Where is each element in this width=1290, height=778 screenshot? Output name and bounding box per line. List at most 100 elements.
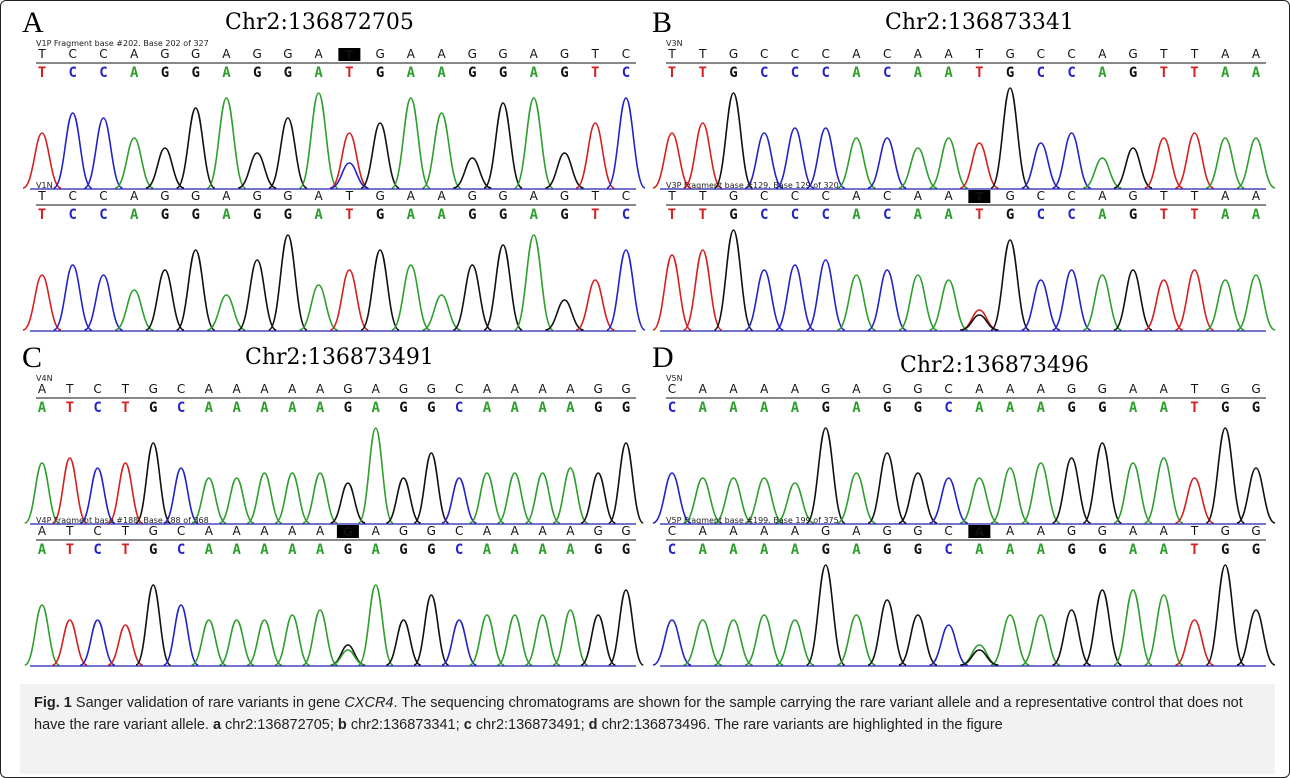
peak [1205, 564, 1246, 666]
top-base-letter: A [538, 382, 547, 396]
peak [867, 137, 907, 189]
peak [357, 427, 394, 524]
top-base-letter: A [316, 524, 325, 538]
top-base-letter: G [149, 524, 158, 538]
base-call: A [538, 400, 547, 416]
peak [79, 619, 116, 666]
caption-key-b: b [337, 717, 347, 733]
base-call: G [149, 542, 157, 558]
top-base-letter: A [222, 189, 231, 203]
base-call: A [314, 65, 323, 81]
peak [744, 477, 784, 524]
top-base-letter: G [594, 524, 603, 538]
base-call: T [1160, 65, 1168, 81]
base-call: A [407, 207, 416, 223]
peak [391, 264, 431, 331]
peak [360, 122, 400, 189]
top-base-letter: G [1005, 47, 1014, 61]
peak [237, 259, 277, 331]
base-call: T [1160, 207, 1168, 223]
peak [163, 467, 199, 524]
base-call: A [288, 400, 297, 416]
base-call: C [455, 400, 463, 416]
peak [929, 279, 969, 331]
top-base-letter: A [511, 382, 520, 396]
peak [452, 264, 492, 331]
top-base-letter: G [253, 47, 262, 61]
peak [1021, 462, 1061, 524]
base-call: G [499, 65, 507, 81]
peak [1021, 142, 1061, 189]
top-base-letter: A [205, 524, 214, 538]
base-call: G [1252, 542, 1260, 558]
base-call: G [191, 207, 199, 223]
base-call: A [1221, 207, 1230, 223]
base-call: C [760, 65, 768, 81]
trace-1: V1P Fragment base #202. Base 202 of 327T… [22, 39, 646, 190]
top-base-letter: A [945, 189, 954, 203]
base-call: A [314, 207, 323, 223]
base-call: A [944, 207, 953, 223]
base-call: G [284, 207, 292, 223]
peak [1144, 457, 1184, 524]
trace-2: V3P Fragment base #129. Base 129 of 320T… [652, 181, 1276, 332]
top-base-letter: C [177, 382, 185, 396]
top-base-letter: A [1037, 524, 1046, 538]
top-base-letter: G [1067, 524, 1076, 538]
base-call: A [260, 542, 269, 558]
top-base-letter: T [65, 524, 74, 538]
top-base-letter: A [38, 524, 47, 538]
base-call: T [38, 207, 46, 223]
peak [51, 457, 88, 524]
peak [607, 442, 645, 524]
top-base-letter: A [288, 382, 297, 396]
top-base-letter: C [93, 524, 101, 538]
peak [1083, 157, 1122, 189]
base-call: C [1067, 65, 1075, 81]
base-call: G [622, 400, 630, 416]
peak [575, 122, 615, 189]
top-base-letter: A [222, 47, 231, 61]
base-call: G [161, 65, 169, 81]
top-base-letter: C [791, 47, 799, 61]
base-call: A [852, 542, 861, 558]
peak [513, 97, 554, 189]
base-call: A [371, 400, 380, 416]
base-call: A [260, 400, 269, 416]
base-call: G [344, 542, 352, 558]
peak [1113, 462, 1153, 524]
panel-letter: C [22, 341, 43, 374]
top-base-letter: A [1221, 47, 1230, 61]
base-call: T [975, 65, 983, 81]
base-call: T [975, 207, 983, 223]
peak [744, 614, 784, 666]
peak [990, 239, 1030, 331]
caption-key-c: c [463, 717, 472, 733]
base-call: A [1129, 542, 1138, 558]
peak [1113, 589, 1153, 666]
secondary-peak [330, 649, 366, 666]
peak [145, 147, 185, 189]
peak [413, 594, 450, 666]
top-base-letter: A [914, 47, 923, 61]
variant-highlight [336, 525, 359, 538]
top-base-letter: A [566, 524, 575, 538]
peak [391, 97, 431, 189]
panel-a: V1P Fragment base #202. Base 202 of 327 T… [20, 6, 646, 340]
top-base-letter: A [437, 189, 446, 203]
top-base-letter: A [483, 382, 492, 396]
peak [1052, 457, 1092, 524]
panel-title: Chr2:136873341 [885, 10, 1074, 35]
base-call: C [177, 400, 185, 416]
panel-c: V4N A T C T G C A A A A A G A G G C A A A A G G A T C T G C A A A A A G A G G… [20, 341, 645, 675]
top-base-letter: C [99, 47, 107, 61]
peak [1082, 274, 1122, 331]
base-call: A [1037, 542, 1046, 558]
top-base-letter: G [160, 189, 169, 203]
top-base-letter: G [1098, 524, 1107, 538]
base-call: G [729, 207, 737, 223]
peak [837, 137, 876, 189]
top-base-letter: G [1067, 382, 1076, 396]
peak [1175, 269, 1214, 331]
